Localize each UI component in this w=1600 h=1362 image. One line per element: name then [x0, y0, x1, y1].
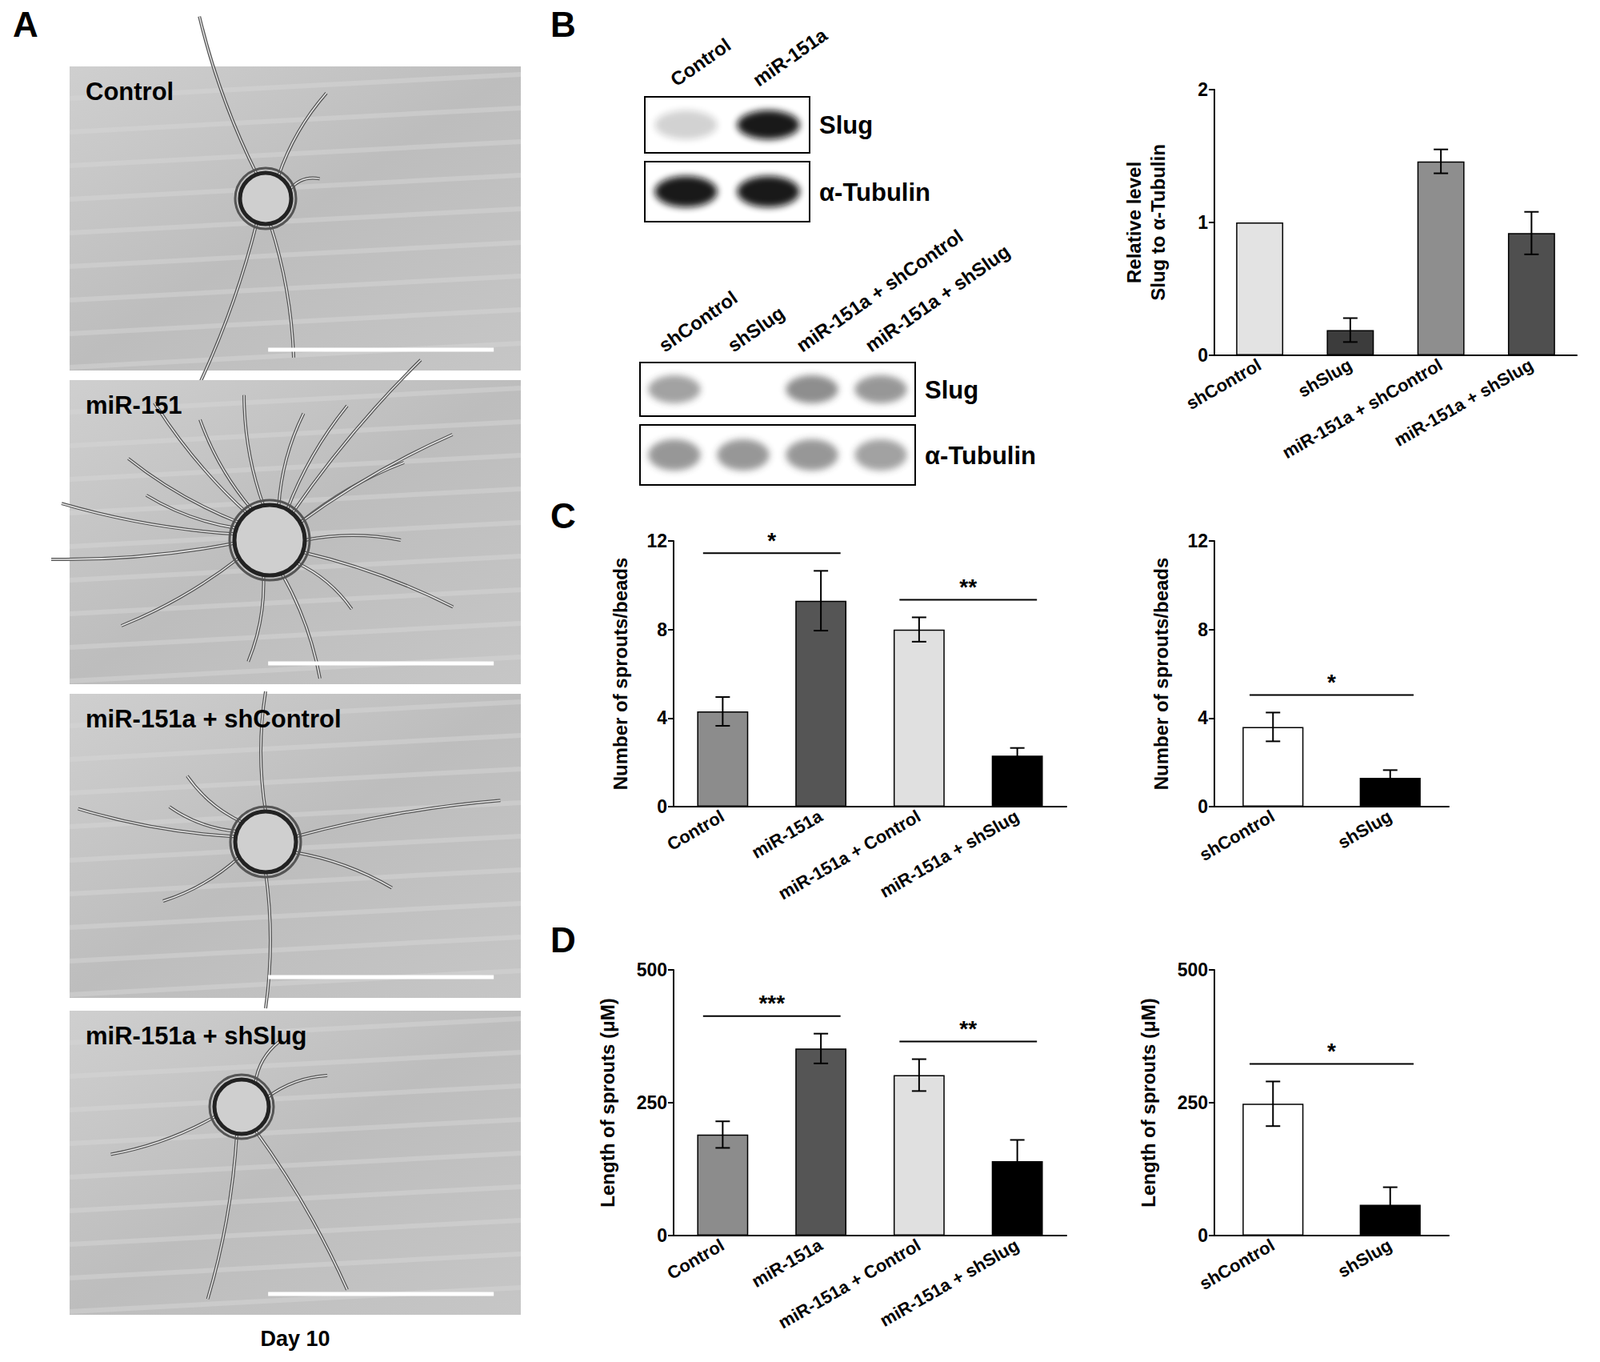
svg-text:shSlug: shSlug [1294, 354, 1356, 401]
svg-text:Length of sprouts (μM): Length of sprouts (μM) [596, 997, 619, 1207]
svg-text:shControl: shControl [1196, 1234, 1278, 1294]
svg-text:Number of sprouts/beads: Number of sprouts/beads [609, 557, 632, 791]
svg-text:Slug to α-Tubulin: Slug to α-Tubulin [1147, 144, 1169, 301]
svg-text:Number of sprouts/beads: Number of sprouts/beads [1150, 557, 1172, 791]
svg-text:4: 4 [1197, 707, 1208, 728]
svg-text:shSlug: shSlug [1334, 1234, 1396, 1281]
svg-text:miR-151: miR-151 [85, 391, 183, 420]
svg-text:Day 10: Day 10 [260, 1326, 330, 1351]
svg-text:shSlug: shSlug [1334, 805, 1396, 852]
svg-text:C: C [550, 496, 576, 536]
svg-text:**: ** [959, 1016, 977, 1041]
svg-text:Control: Control [666, 33, 735, 91]
svg-text:250: 250 [636, 1092, 668, 1113]
svg-text:0: 0 [1197, 344, 1208, 366]
svg-text:Slug: Slug [924, 376, 979, 404]
svg-text:α-Tubulin: α-Tubulin [819, 178, 931, 207]
svg-text:miR-151a + shSlug: miR-151a + shSlug [876, 1234, 1023, 1331]
svg-text:1: 1 [1197, 212, 1208, 233]
svg-text:*: * [767, 528, 776, 553]
svg-text:miR-151a + shSlug: miR-151a + shSlug [1390, 354, 1536, 451]
svg-text:*: * [1327, 1038, 1336, 1064]
svg-text:Slug: Slug [819, 111, 873, 140]
svg-text:Control: Control [85, 77, 174, 106]
svg-text:miR-151a + shSlug: miR-151a + shSlug [860, 240, 1014, 356]
svg-text:miR-151a + shSlug: miR-151a + shSlug [85, 1021, 308, 1050]
svg-text:miR-151a + Control: miR-151a + Control [774, 805, 925, 904]
svg-text:shSlug: shSlug [723, 301, 788, 356]
svg-text:α-Tubulin: α-Tubulin [924, 441, 1036, 470]
svg-text:2: 2 [1197, 79, 1208, 100]
svg-text:0: 0 [656, 796, 668, 817]
svg-text:4: 4 [656, 707, 668, 728]
svg-text:miR-151a: miR-151a [748, 1234, 827, 1292]
svg-text:miR-151a + shSlug: miR-151a + shSlug [876, 805, 1023, 902]
svg-text:D: D [550, 920, 576, 960]
svg-text:0: 0 [1197, 796, 1208, 817]
svg-text:500: 500 [1177, 959, 1208, 980]
svg-text:Relative level: Relative level [1123, 161, 1145, 284]
svg-text:A: A [12, 4, 39, 44]
svg-text:8: 8 [1197, 619, 1208, 640]
svg-text:shControl: shControl [654, 286, 741, 356]
svg-text:Control: Control [663, 1234, 728, 1284]
svg-text:0: 0 [656, 1224, 668, 1246]
svg-text:Length of sprouts (μM): Length of sprouts (μM) [1137, 997, 1160, 1207]
svg-text:500: 500 [636, 959, 668, 980]
svg-text:12: 12 [646, 530, 668, 552]
svg-text:miR-151a + shControl: miR-151a + shControl [1279, 354, 1447, 463]
svg-text:miR-151a: miR-151a [748, 23, 832, 91]
svg-text:miR-151a: miR-151a [748, 805, 827, 863]
svg-text:8: 8 [656, 619, 668, 640]
svg-text:Control: Control [663, 805, 728, 855]
svg-text:250: 250 [1177, 1092, 1208, 1113]
svg-text:miR-151a + shControl: miR-151a + shControl [85, 704, 342, 733]
svg-text:miR-151a + shControl: miR-151a + shControl [792, 224, 967, 356]
svg-text:*: * [1327, 669, 1336, 695]
svg-text:shControl: shControl [1196, 805, 1278, 865]
svg-text:B: B [550, 4, 576, 44]
svg-text:***: *** [758, 990, 785, 1016]
svg-text:**: ** [959, 574, 977, 600]
svg-text:12: 12 [1187, 530, 1208, 552]
svg-text:0: 0 [1197, 1224, 1208, 1246]
svg-text:shControl: shControl [1182, 354, 1264, 414]
svg-text:miR-151a + Control: miR-151a + Control [774, 1234, 925, 1333]
